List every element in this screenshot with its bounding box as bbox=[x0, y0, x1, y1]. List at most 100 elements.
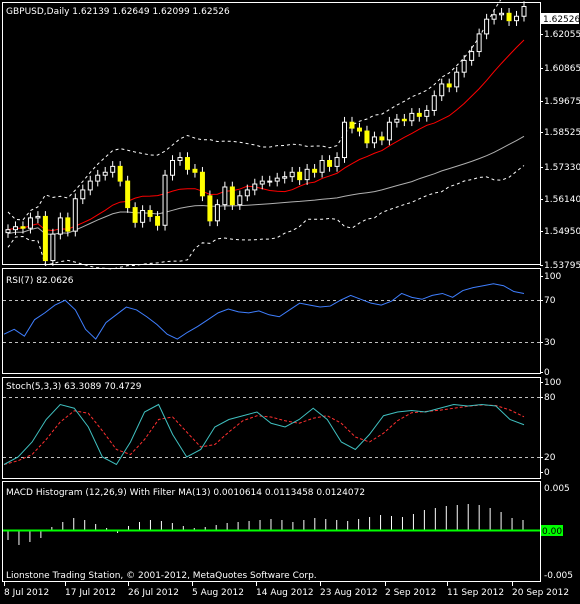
bull-candle[interactable] bbox=[267, 180, 273, 183]
bull-candle[interactable] bbox=[514, 15, 520, 22]
bull-candle[interactable] bbox=[491, 14, 497, 20]
bear-candle[interactable] bbox=[297, 171, 303, 181]
bull-candle[interactable] bbox=[140, 210, 146, 223]
rsi-axis-tick-label: 70 bbox=[544, 296, 556, 306]
macd-pane-frame bbox=[2, 481, 541, 582]
price-axis-tick-label: 1.60865 bbox=[544, 64, 580, 74]
bull-candle[interactable] bbox=[12, 226, 18, 231]
bull-candle[interactable] bbox=[454, 71, 460, 88]
bear-candle[interactable] bbox=[416, 112, 422, 117]
bear-candle[interactable] bbox=[125, 180, 131, 209]
bear-candle[interactable] bbox=[312, 168, 318, 173]
bull-candle[interactable] bbox=[394, 118, 400, 123]
time-axis-label: 14 Aug 2012 bbox=[256, 588, 314, 598]
stochastic-pane[interactable]: Stoch(5,3,3) 63.3089 70.4729 100 80 20 0 bbox=[3, 378, 561, 478]
bear-candle[interactable] bbox=[192, 168, 198, 173]
bear-candle[interactable] bbox=[132, 207, 138, 223]
time-axis-label: 23 Aug 2012 bbox=[320, 588, 378, 598]
bull-candle[interactable] bbox=[27, 217, 33, 229]
bear-candle[interactable] bbox=[65, 217, 71, 232]
bull-candle[interactable] bbox=[5, 229, 11, 234]
bull-candle[interactable] bbox=[334, 157, 340, 167]
main-pane-frame bbox=[2, 2, 541, 265]
current-price-tag: 1.62526 bbox=[541, 13, 580, 25]
rsi-pane[interactable]: RSI(7) 82.0626 100 70 30 0 bbox=[3, 272, 561, 378]
bear-candle[interactable] bbox=[364, 130, 370, 144]
bear-candle[interactable] bbox=[207, 195, 213, 222]
bull-candle[interactable] bbox=[87, 180, 93, 191]
stoch-signal-line bbox=[3, 404, 525, 465]
bear-candle[interactable] bbox=[20, 226, 26, 229]
bull-candle[interactable] bbox=[259, 180, 265, 185]
bull-candle[interactable] bbox=[162, 174, 168, 226]
bear-candle[interactable] bbox=[155, 215, 161, 226]
bull-candle[interactable] bbox=[80, 189, 86, 200]
bear-candle[interactable] bbox=[356, 127, 362, 132]
bull-candle[interactable] bbox=[304, 168, 310, 181]
bull-candle[interactable] bbox=[282, 176, 288, 179]
bull-candle[interactable] bbox=[177, 157, 183, 161]
bear-candle[interactable] bbox=[199, 171, 205, 197]
bear-candle[interactable] bbox=[117, 165, 123, 182]
bull-candle[interactable] bbox=[476, 33, 482, 53]
time-axis-label: 2 Sep 2012 bbox=[385, 588, 436, 598]
rsi-line bbox=[3, 283, 525, 340]
bear-candle[interactable] bbox=[184, 157, 190, 170]
bull-candle[interactable] bbox=[431, 95, 437, 111]
price-pane-title: GBPUSD,Daily 1.62139 1.62649 1.62099 1.6… bbox=[6, 7, 230, 17]
bear-candle[interactable] bbox=[327, 159, 333, 167]
bull-candle[interactable] bbox=[424, 109, 430, 117]
time-axis-label: 5 Aug 2012 bbox=[192, 588, 244, 598]
bear-candle[interactable] bbox=[401, 118, 407, 122]
rsi-axis-tick-label: 100 bbox=[544, 272, 561, 282]
macd-axis-tick-label: 0.005 bbox=[544, 484, 570, 494]
stoch-pane-frame bbox=[2, 377, 541, 479]
bull-candle[interactable] bbox=[319, 159, 325, 173]
bull-candle[interactable] bbox=[57, 217, 63, 235]
price-axis-tick-label: 1.59675 bbox=[544, 97, 580, 107]
bear-candle[interactable] bbox=[349, 121, 355, 129]
bull-candle[interactable] bbox=[274, 177, 280, 182]
macd-zero-tag: 0.00 bbox=[541, 525, 563, 537]
upper-band-line bbox=[7, 0, 502, 221]
bull-candle[interactable] bbox=[222, 186, 228, 206]
bull-candle[interactable] bbox=[439, 83, 445, 97]
stoch-axis-tick-label: 20 bbox=[544, 453, 556, 463]
bull-candle[interactable] bbox=[72, 198, 78, 232]
bull-candle[interactable] bbox=[386, 121, 392, 141]
bull-candle[interactable] bbox=[35, 215, 41, 219]
bull-candle[interactable] bbox=[102, 171, 108, 176]
price-axis-tick-label: 1.62055 bbox=[544, 30, 580, 40]
rsi-pane-frame bbox=[2, 268, 541, 374]
price-axis-tick-label: 1.58525 bbox=[544, 128, 580, 138]
bear-candle[interactable] bbox=[147, 210, 153, 217]
bear-candle[interactable] bbox=[379, 136, 385, 141]
bear-candle[interactable] bbox=[229, 186, 235, 206]
bull-candle[interactable] bbox=[244, 189, 250, 197]
bull-candle[interactable] bbox=[499, 12, 505, 16]
bull-candle[interactable] bbox=[409, 112, 415, 122]
bull-candle[interactable] bbox=[469, 51, 475, 61]
price-pane[interactable]: GBPUSD,Daily 1.62139 1.62649 1.62099 1.6… bbox=[5, 0, 580, 271]
price-axis-tick-label: 1.56140 bbox=[544, 195, 580, 205]
bull-candle[interactable] bbox=[50, 233, 56, 262]
bull-candle[interactable] bbox=[252, 183, 258, 191]
copyright-text: Lionstone Trading Station, © 2001-2012, … bbox=[6, 571, 317, 581]
bull-candle[interactable] bbox=[289, 171, 295, 178]
bull-candle[interactable] bbox=[170, 159, 176, 176]
bull-candle[interactable] bbox=[484, 18, 490, 35]
bull-candle[interactable] bbox=[110, 165, 116, 173]
bull-candle[interactable] bbox=[237, 195, 243, 206]
bull-candle[interactable] bbox=[461, 59, 467, 73]
bull-candle[interactable] bbox=[95, 174, 101, 182]
bull-candle[interactable] bbox=[214, 204, 220, 222]
bear-candle[interactable] bbox=[506, 12, 512, 22]
bull-candle[interactable] bbox=[521, 6, 527, 17]
macd-pane[interactable]: MACD Histogram (12,26,9) With Filter MA(… bbox=[3, 484, 573, 581]
bear-candle[interactable] bbox=[446, 83, 452, 88]
bull-candle[interactable] bbox=[342, 121, 348, 159]
bear-candle[interactable] bbox=[42, 215, 48, 262]
bull-candle[interactable] bbox=[371, 136, 377, 144]
